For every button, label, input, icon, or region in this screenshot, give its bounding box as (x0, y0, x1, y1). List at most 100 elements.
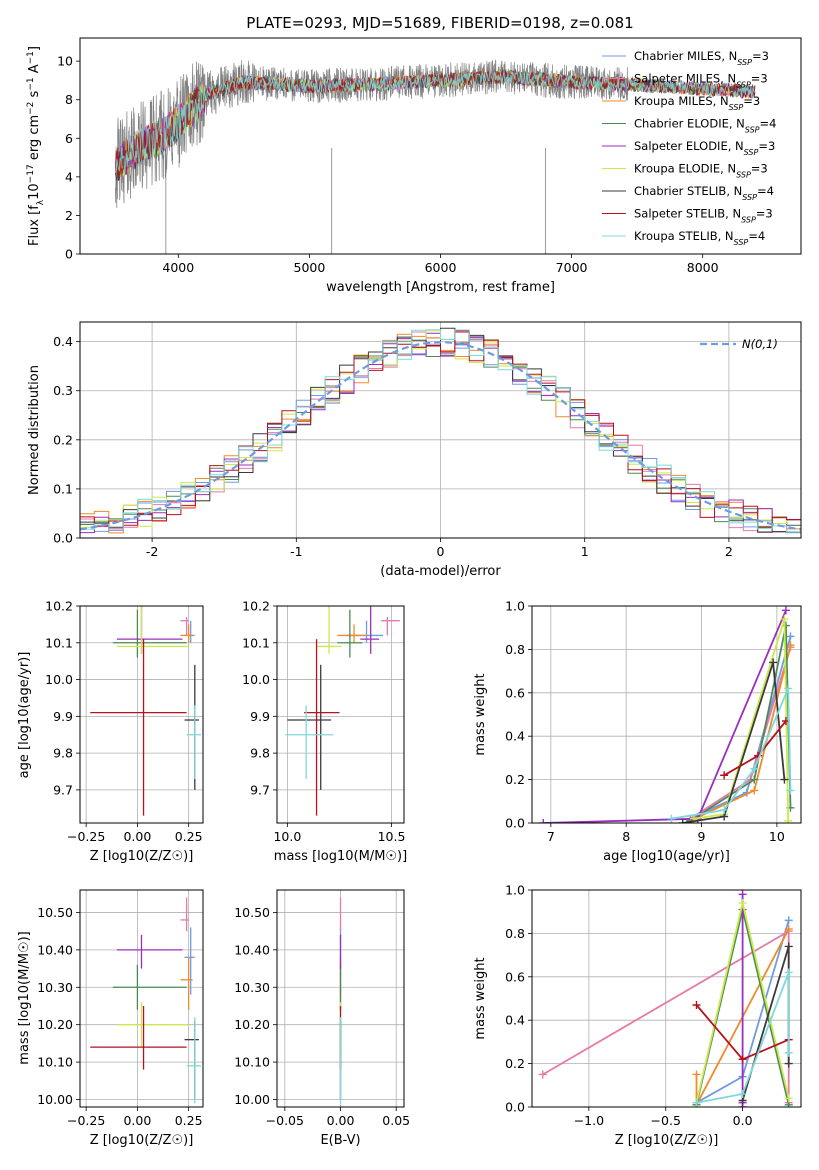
weight-marker (750, 775, 759, 784)
x-tick-label: 10.5 (378, 829, 406, 844)
weight-marker (720, 805, 729, 814)
weight-marker (784, 942, 793, 951)
y-tick-label: 0 (65, 247, 73, 262)
figure-title: PLATE=0293, MJD=51689, FIBERID=0198, z=0… (246, 14, 633, 32)
weight-marker (784, 925, 793, 934)
x-tick-label: −0.25 (67, 1113, 105, 1128)
legend-text: Salpeter ELODIE, N (634, 139, 744, 153)
x-tick-label: 0.00 (123, 1113, 151, 1128)
weight-marker (738, 1089, 747, 1098)
x-tick-label: 8 (622, 829, 630, 844)
normal-reference-curve (80, 341, 801, 531)
residual-histogram-8 (80, 329, 801, 538)
y-label-part: −17 (26, 164, 36, 183)
y-tick-label: 0.0 (505, 816, 525, 831)
y-tick-label: 10 (57, 54, 73, 69)
y-tick-label: 0.3 (53, 383, 73, 398)
x-axis-label: Z [log10(Z/Z☉)] (615, 1133, 719, 1148)
y-tick-label: 10.00 (37, 1092, 73, 1107)
y-label-part: erg cm (27, 115, 42, 164)
x-tick-label: 0.0 (733, 1113, 753, 1128)
z-vs-weight-panel: −1.0 −0.5 0.0 0.0 0.2 0.4 0.6 0.8 1.0 Z [log10(Z/… (473, 883, 802, 1148)
plot-area (90, 897, 201, 1104)
age-vs-weight-panel: 7 8 9 10 0.0 0.2 0.4 0.6 0.8 1.0 age [log10(age/yr… (473, 599, 802, 864)
y-label-part: −1 (26, 77, 36, 90)
weight-line-8 (696, 972, 790, 1104)
model-spectrum-8 (114, 70, 756, 177)
x-axis-label: Z [log10(Z/Z☉)] (90, 849, 194, 864)
legend-subscript: SSP (741, 215, 756, 224)
legend-subscript: SSP (737, 58, 752, 67)
weight-marker (720, 771, 729, 780)
y-tick-label: 10.2 (242, 599, 270, 614)
y-tick-label: 0.8 (505, 926, 525, 941)
x-axis-label: mass [log10(M/M☉)] (274, 849, 407, 864)
y-tick-label: 10.50 (37, 905, 73, 920)
weight-marker (786, 641, 795, 650)
mass-vs-age-panel: 10.0 10.5 9.7 9.8 9.9 10.0 10.1 10.2 mass [log10… (242, 599, 407, 865)
legend-text: =3 (751, 162, 768, 176)
axes-frame (276, 889, 405, 1108)
x-tick-label: 9 (698, 829, 706, 844)
y-tick-label: 9.7 (250, 782, 270, 797)
legend-text: Kroupa MILES, N (634, 94, 729, 108)
y-label-part: −1 (26, 51, 36, 64)
y-axis-label: Normed distribution (27, 365, 42, 495)
y-tick-label: 10.00 (234, 1092, 270, 1107)
x-tick-label: 0.05 (382, 1113, 410, 1128)
legend-text: =4 (760, 117, 777, 131)
x-tick-label: −0.5 (651, 1113, 681, 1128)
legend-text: Kroupa ELODIE, N (634, 162, 736, 176)
weight-marker (786, 632, 795, 641)
legend-text: =3 (758, 139, 775, 153)
weight-marker (784, 1094, 793, 1103)
legend-subscript: SSP (744, 148, 759, 157)
weight-marker (780, 615, 789, 624)
ebv-vs-mass-panel: −0.05 0.00 0.05 10.00 10.10 10.20 10.30 10.40 10… (234, 889, 410, 1148)
weight-marker (780, 775, 789, 784)
x-tick-label: 0.25 (175, 1113, 203, 1128)
x-axis-label: (data-model)/error (380, 564, 501, 579)
y-tick-label: 0.6 (505, 969, 525, 984)
legend-entry: Chabrier STELIB, NSSP=4 (634, 184, 774, 202)
weight-marker (784, 968, 793, 977)
axes-frame (79, 605, 204, 824)
x-axis-label: wavelength [Angstrom, rest frame] (326, 280, 555, 295)
weight-marker (786, 786, 795, 795)
y-tick-label: 0.4 (505, 1013, 525, 1028)
y-tick-label: 9.9 (53, 709, 73, 724)
legend-subscript: SSP (736, 170, 751, 179)
x-tick-label: 8000 (687, 260, 719, 275)
y-tick-label: 10.50 (234, 905, 270, 920)
y-tick-label: 0.2 (53, 432, 73, 447)
legend-text: Chabrier MILES, N (634, 49, 737, 63)
legend-subscript: SSP (729, 103, 744, 112)
axes-frame (531, 889, 802, 1108)
y-tick-label: 10.10 (234, 1055, 270, 1070)
axes-frame (79, 889, 204, 1108)
y-tick-label: 9.7 (53, 782, 73, 797)
weight-line-4 (543, 609, 787, 823)
weight-marker (784, 684, 793, 693)
weight-marker (738, 899, 747, 908)
legend-entry: Chabrier MILES, NSSP=3 (634, 49, 769, 67)
legend-subscript: SSP (742, 193, 757, 202)
legend-text: Chabrier ELODIE, N (634, 117, 745, 131)
z-vs-age-panel: −0.25 0.00 0.25 9.7 9.8 9.9 10.0 10.1 10.2 Z [log… (17, 599, 204, 864)
legend-entry: Kroupa MILES, NSSP=3 (634, 94, 760, 112)
legend-entry: Chabrier ELODIE, NSSP=4 (634, 117, 776, 135)
weight-line-3 (689, 625, 792, 822)
x-tick-label: −0.05 (266, 1113, 304, 1128)
y-label-part: −2 (26, 102, 36, 115)
y-tick-label: 10.1 (45, 635, 73, 650)
axes-frame (531, 605, 802, 824)
x-tick-label: 0.00 (327, 1113, 355, 1128)
y-axis-label: age [log10(age/yr)] (17, 652, 32, 779)
axes-frame (79, 321, 802, 539)
y-tick-label: 0.2 (505, 1056, 525, 1071)
weight-marker (692, 1070, 701, 1079)
weight-marker (750, 764, 759, 773)
y-tick-label: 9.9 (250, 709, 270, 724)
y-tick-label: 0.8 (505, 642, 525, 657)
weight-marker (678, 819, 687, 823)
